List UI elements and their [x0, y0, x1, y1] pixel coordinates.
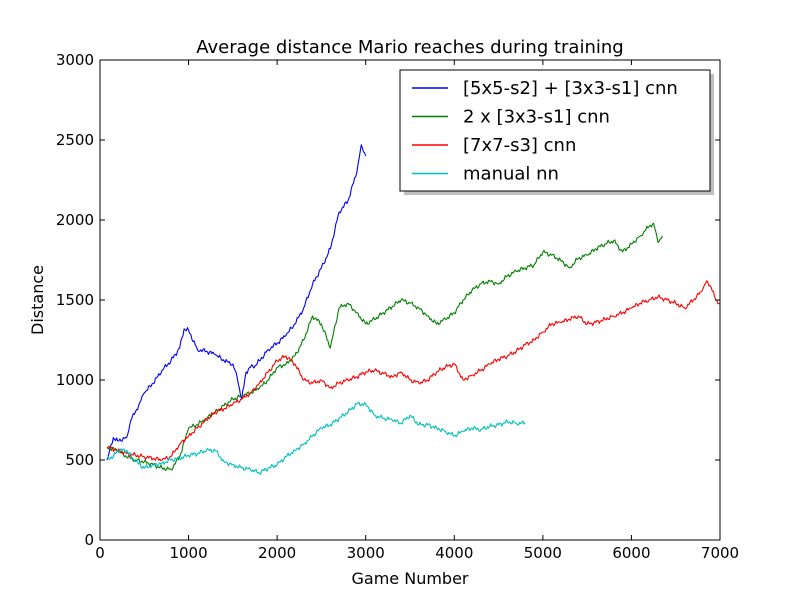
x-tick-label: 1000 — [169, 544, 207, 562]
x-axis-label: Game Number — [352, 569, 469, 588]
series-line-4 — [106, 401, 526, 475]
x-tick-label: 2000 — [258, 544, 296, 562]
series-line-3 — [107, 280, 721, 462]
x-tick-label: 4000 — [435, 544, 473, 562]
y-tick-label: 1000 — [56, 371, 94, 389]
series-line-1 — [106, 144, 367, 461]
x-tick-label: 0 — [95, 544, 105, 562]
series-layer — [106, 144, 721, 475]
legend: [5x5-s2] + [3x3-s1] cnn 2 x [3x3-s1] cnn [… — [399, 69, 714, 195]
legend-label-1: [5x5-s2] + [3x3-s1] cnn — [463, 78, 678, 99]
series-line-2 — [106, 222, 663, 471]
y-tick-label: 2000 — [56, 211, 94, 229]
tick-layer: 0 1000 2000 3000 4000 5000 6000 7000 0 500 1000 150… — [56, 51, 739, 562]
legend-label-2: 2 x [3x3-s1] cnn — [463, 107, 610, 128]
y-tick-label: 3000 — [56, 51, 94, 69]
x-tick-label: 6000 — [612, 544, 650, 562]
legend-box — [399, 69, 711, 192]
chart-title: Average distance Mario reaches during tr… — [196, 37, 623, 58]
x-tick-label: 5000 — [524, 544, 562, 562]
legend-label-4: manual nn — [463, 164, 559, 185]
y-tick-label: 0 — [84, 531, 94, 549]
y-tick-label: 1500 — [56, 291, 94, 309]
y-tick-label: 2500 — [56, 131, 94, 149]
y-tick-label: 500 — [65, 451, 94, 469]
x-tick-label: 7000 — [701, 544, 739, 562]
legend-label-3: [7x7-s3] cnn — [463, 135, 576, 156]
y-axis-label: Distance — [28, 265, 47, 335]
x-tick-label: 3000 — [347, 544, 385, 562]
